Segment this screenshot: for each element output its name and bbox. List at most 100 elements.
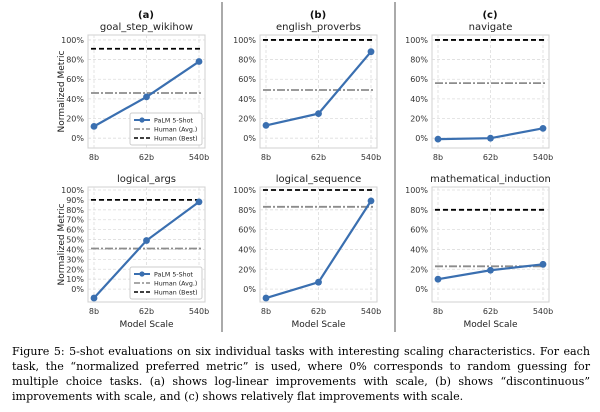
data-point <box>487 266 494 274</box>
x-tick-label: 62b <box>483 307 498 316</box>
figure-5-grid: (a) (b) (c) 0% 20% 40% 60% 80% 100% 8b 62b 540b g… <box>57 2 553 332</box>
data-point <box>539 124 547 132</box>
y-tick-label: 60% <box>410 75 428 84</box>
y-tick-label: 40% <box>66 245 84 254</box>
y-tick-label: 40% <box>66 95 84 104</box>
legend-label: Human (Avg.) <box>154 280 197 287</box>
y-tick-label: 100% <box>405 36 428 45</box>
y-tick-label: 90% <box>66 196 84 205</box>
y-tick-label: 20% <box>66 265 84 274</box>
legend-label: PaLM 5-Shot <box>154 271 193 278</box>
x-tick-label: 540b <box>189 307 209 316</box>
data-point <box>195 58 203 65</box>
data-point <box>315 110 322 118</box>
y-tick-label: 80% <box>410 56 428 65</box>
data-point <box>539 260 547 268</box>
y-tick-label: 70% <box>66 216 84 225</box>
y-tick-label: 80% <box>410 206 428 215</box>
data-point <box>90 294 98 302</box>
data-point <box>143 93 150 101</box>
y-tick-label: 20% <box>410 265 428 274</box>
x-tick-label: 8b <box>433 153 443 162</box>
data-point <box>487 134 494 142</box>
y-tick-label: 60% <box>66 226 84 235</box>
data-point <box>434 135 442 143</box>
x-tick-label: 8b <box>261 307 271 316</box>
x-tick-label: 62b <box>483 153 498 162</box>
legend-label: PaLM 5-Shot <box>154 117 193 124</box>
x-tick-label: 540b <box>361 153 381 162</box>
y-axis-label: Normalized Metric <box>57 51 67 133</box>
chart-title: logical_sequence <box>276 174 362 185</box>
x-tick-label: 540b <box>533 153 553 162</box>
y-tick-label: 80% <box>238 206 256 215</box>
y-tick-label: 40% <box>238 245 256 254</box>
x-axis-label: Model Scale <box>463 320 518 330</box>
chart-title: logical_args <box>117 174 176 185</box>
chart-panel-english-proverbs: 0% 20% 40% 60% 80% 100% 8b 62b 540b english_prove… <box>233 22 381 162</box>
y-tick-label: 80% <box>66 56 84 65</box>
legend-label: Human (Best) <box>154 135 198 142</box>
legend-label: Human (Avg.) <box>154 126 197 133</box>
y-tick-label: 0% <box>71 285 84 294</box>
data-point <box>315 278 322 286</box>
x-tick-label: 8b <box>89 307 99 316</box>
x-axis-label: Model Scale <box>291 320 346 330</box>
y-axis-label: Normalized Metric <box>57 204 67 286</box>
x-tick-label: 540b <box>533 307 553 316</box>
y-tick-label: 20% <box>410 115 428 124</box>
y-tick-label: 30% <box>66 255 84 264</box>
x-tick-label: 62b <box>139 153 154 162</box>
data-point <box>262 294 270 302</box>
chart-panel-logical-args: 0%10%20%30%40%50%60%70%80%90%100% 8b 62b 54… <box>57 174 209 330</box>
y-tick-label: 0% <box>243 134 256 143</box>
y-tick-label: 20% <box>66 115 84 124</box>
y-tick-label: 60% <box>410 226 428 235</box>
x-tick-label: 8b <box>261 153 271 162</box>
chart-title: navigate <box>469 22 513 33</box>
y-tick-label: 100% <box>61 36 84 45</box>
figure-caption: Figure 5: 5-shot evaluations on six indi… <box>12 345 590 403</box>
data-point <box>367 48 375 56</box>
column-label-b: (b) <box>310 10 326 21</box>
legend: PaLM 5-Shot Human (Avg.) Human (Best) <box>129 112 203 146</box>
chart-panel-mathematical-induction: 0% 20% 40% 60% 80% 100% 8b 62b 540b mathematical_… <box>405 174 553 330</box>
column-label-c: (c) <box>482 10 497 21</box>
data-point <box>262 122 270 129</box>
y-tick-label: 0% <box>243 285 256 294</box>
chart-panel-goal-step-wikihow: 0% 20% 40% 60% 80% 100% 8b 62b 540b goal_step_wik… <box>57 22 209 162</box>
chart-panel-logical-sequence: 0% 20% 40% 60% 80% 100% 8b 62b 540b logical_seque… <box>233 174 381 330</box>
y-tick-label: 40% <box>410 245 428 254</box>
chart-panel-navigate: 0% 20% 40% 60% 80% 100% 8b 62b 540b navigate <box>405 22 553 162</box>
y-tick-label: 100% <box>405 186 428 195</box>
chart-title: goal_step_wikihow <box>100 22 193 33</box>
y-tick-label: 60% <box>238 226 256 235</box>
x-tick-label: 540b <box>189 153 209 162</box>
chart-title: english_proverbs <box>276 22 361 33</box>
y-tick-label: 60% <box>66 75 84 84</box>
y-tick-label: 10% <box>66 275 84 284</box>
y-tick-label: 0% <box>415 285 428 294</box>
x-tick-label: 62b <box>311 153 326 162</box>
y-tick-label: 100% <box>233 186 256 195</box>
y-tick-label: 60% <box>238 75 256 84</box>
legend-marker <box>139 117 145 123</box>
x-tick-label: 8b <box>433 307 443 316</box>
x-tick-label: 540b <box>361 307 381 316</box>
y-tick-label: 20% <box>238 265 256 274</box>
column-label-a: (a) <box>138 10 154 21</box>
x-tick-label: 62b <box>139 307 154 316</box>
y-tick-label: 0% <box>71 134 84 143</box>
y-tick-label: 100% <box>61 186 84 195</box>
y-tick-label: 80% <box>66 206 84 215</box>
data-point <box>434 275 442 283</box>
chart-title: mathematical_induction <box>430 174 551 185</box>
data-point <box>143 237 150 244</box>
y-tick-label: 40% <box>410 95 428 104</box>
y-tick-label: 50% <box>66 236 84 245</box>
x-tick-label: 62b <box>311 307 326 316</box>
y-tick-label: 0% <box>415 134 428 143</box>
legend: PaLM 5-Shot Human (Avg.) Human (Best) <box>129 266 203 300</box>
y-tick-label: 100% <box>233 36 256 45</box>
data-point <box>90 122 98 130</box>
